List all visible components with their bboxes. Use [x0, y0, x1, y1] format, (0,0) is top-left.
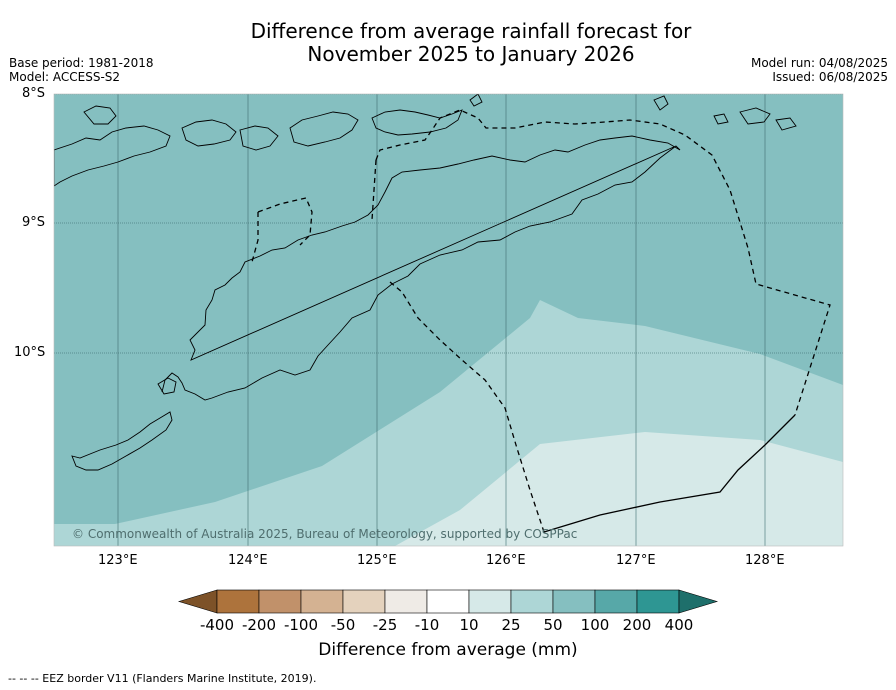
colorbar-segment: [552, 589, 596, 614]
title-line-1: Difference from average rainfall forecas…: [250, 19, 692, 43]
eez-legend-footnote: -- -- -- EEZ border V11 (Flanders Marine…: [8, 672, 317, 685]
lat-label-10s: 10°S: [14, 345, 46, 360]
colorbar-tick-label: -25: [373, 616, 398, 634]
colorbar-segment: [258, 589, 302, 614]
base-period: Base period: 1981-2018: [9, 56, 154, 70]
timor-island-outline: [161, 135, 681, 401]
coastlines: [54, 94, 797, 471]
atauro-island-outline: [469, 94, 483, 107]
leti-island-outline: [739, 107, 771, 125]
colorbar-tick-label: 10: [459, 616, 478, 634]
colorbar-segment: [636, 589, 680, 614]
lon-label-128e: 128°E: [745, 553, 785, 568]
eez-south-timor: [389, 281, 545, 533]
colorbar-tick-label: -50: [331, 616, 356, 634]
colorbar-tick-label: 50: [543, 616, 562, 634]
meta-left: Base period: 1981-2018 Model: ACCESS-S2: [9, 56, 154, 84]
colorbar-segment: [384, 589, 428, 614]
romang-island-outline: [653, 95, 669, 111]
colorbar-arrow-low: [177, 589, 218, 614]
issued-date: Issued: 06/08/2025: [772, 70, 888, 84]
colorbar-tick-label: -200: [242, 616, 276, 634]
eez-north-timor: [375, 109, 831, 416]
map-frame: [53, 93, 844, 547]
colorbar-segment: [300, 589, 344, 614]
eez-southern-solid: [543, 414, 796, 533]
lat-label-8s: 8°S: [22, 86, 46, 101]
colorbar: -400 -200 -100 -50 -25 -10 10 25 50 100 200 400: [177, 589, 719, 634]
model-name: Model: ACCESS-S2: [9, 70, 121, 84]
zone-25-50: [395, 432, 843, 546]
moa-island-outline: [775, 117, 797, 131]
colorbar-tick-label: 100: [581, 616, 610, 634]
colorbar-label: Difference from average (mm): [318, 640, 578, 660]
eez-border: [251, 109, 831, 533]
flores-east-outline: [54, 125, 171, 187]
colorbar-segment: [342, 589, 386, 614]
eez-wetar: [371, 159, 377, 221]
colorbar-segment: [594, 589, 638, 614]
lembata-island-outline: [181, 119, 237, 147]
meta-right: Model run: 04/08/2025 Issued: 06/08/2025: [751, 56, 888, 84]
colorbar-segment: [468, 589, 512, 614]
colorbar-tick-label: -400: [200, 616, 234, 634]
lon-label-125e: 125°E: [357, 553, 397, 568]
model-run: Model run: 04/08/2025: [750, 56, 888, 70]
colorbar-segment: [510, 589, 554, 614]
meridians: [117, 94, 766, 546]
colorbar-tick-label: -100: [284, 616, 318, 634]
lon-label-127e: 127°E: [616, 553, 656, 568]
islet-small-1: [83, 105, 117, 125]
alor-island-outline: [289, 111, 359, 147]
copyright-notice: © Commonwealth of Australia 2025, Bureau…: [72, 527, 577, 541]
colorbar-tick-label: 25: [501, 616, 520, 634]
eez-oecusse: [257, 197, 313, 246]
semau-island-outline: [157, 377, 177, 395]
savu-island-outline: [71, 411, 173, 471]
colorbar-segment: [426, 589, 470, 614]
lon-label-124e: 124°E: [228, 553, 268, 568]
wetar-island-outline: [371, 109, 463, 136]
eez-oecusse-west: [251, 212, 259, 263]
lon-label-123e: 123°E: [98, 553, 138, 568]
colorbar-tick-label: 400: [665, 616, 694, 634]
title-line-2: November 2025 to January 2026: [307, 42, 635, 66]
map-area: [54, 94, 843, 546]
colorbar-arrow-high: [678, 589, 719, 614]
colorbar-tick-label: 200: [623, 616, 652, 634]
map-title: Difference from average rainfall forecas…: [0, 20, 896, 66]
graticule: [54, 94, 843, 354]
colorbar-segment: [216, 589, 260, 614]
lat-label-9s: 9°S: [22, 215, 46, 230]
colorbar-tick-label: -10: [415, 616, 440, 634]
kisar-island-outline: [713, 113, 729, 125]
lon-label-126e: 126°E: [486, 553, 526, 568]
pantar-island-outline: [239, 125, 279, 151]
